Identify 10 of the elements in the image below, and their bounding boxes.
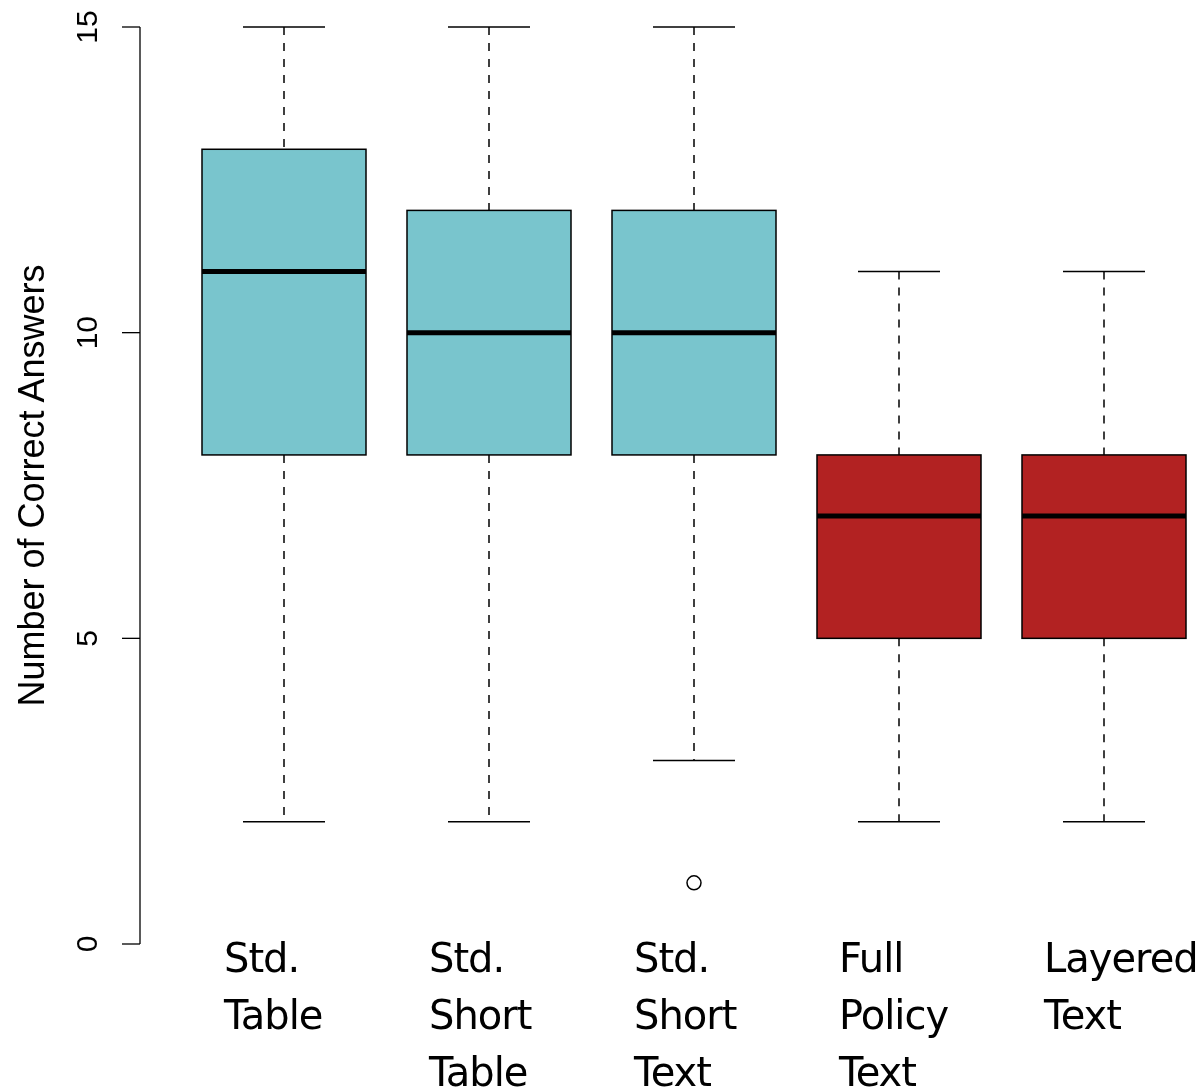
x-tick-label: Layered Text bbox=[1043, 935, 1198, 1038]
y-tick-label: 15 bbox=[70, 10, 103, 44]
y-tick-label: 10 bbox=[70, 315, 103, 350]
y-tick-label: 0 bbox=[70, 935, 103, 953]
y-axis-title: Number of Correct Answers bbox=[11, 264, 52, 707]
y-tick-label: 5 bbox=[70, 629, 103, 647]
x-tick-label: Std. Short Text bbox=[633, 935, 737, 1092]
x-tick-label: Full Policy Text bbox=[838, 935, 949, 1092]
x-tick-label: Std. Table bbox=[223, 935, 323, 1038]
x-tick-label: Std. Short Table bbox=[428, 935, 532, 1092]
